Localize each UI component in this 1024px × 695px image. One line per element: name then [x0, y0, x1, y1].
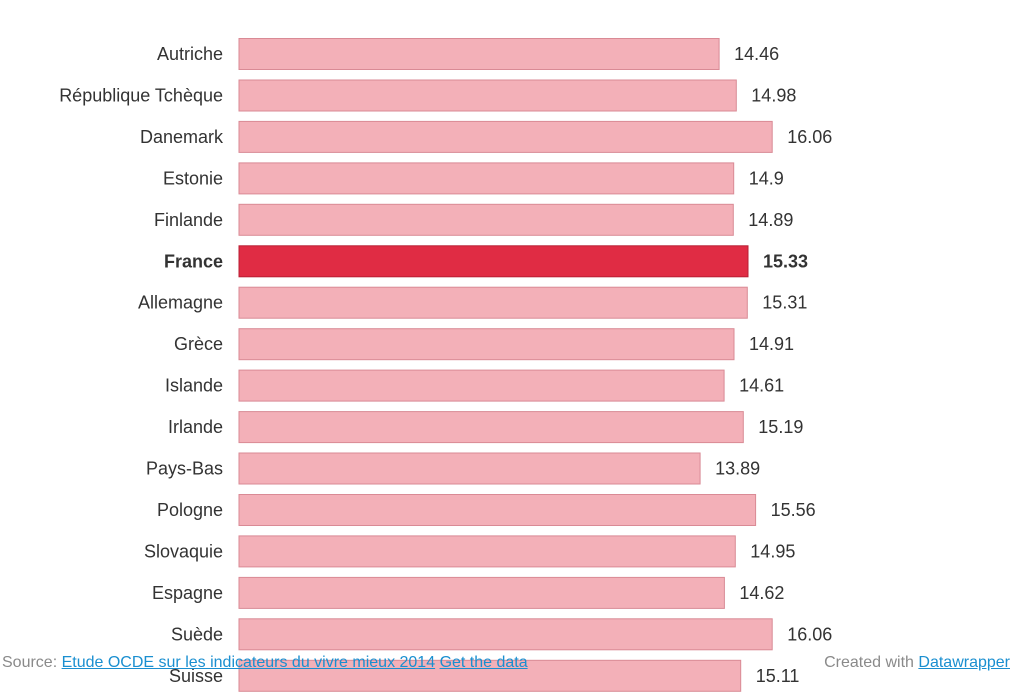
value-label: 14.98 — [751, 86, 796, 106]
value-label: 14.91 — [749, 334, 794, 354]
value-label: 14.46 — [734, 44, 779, 64]
category-label: Pologne — [157, 500, 223, 520]
bar-row-allemagne: Allemagne 15.31 — [138, 286, 807, 319]
value-label: 14.62 — [739, 583, 784, 603]
bar-row-suisse: Suisse 15.11 — [169, 659, 800, 692]
bar-danemark — [238, 120, 773, 153]
bar-row-islande: Islande 14.61 — [165, 369, 784, 402]
category-label: Allemagne — [138, 293, 223, 313]
category-label: Suisse — [169, 666, 223, 686]
bar-autriche — [238, 38, 720, 70]
category-label: Irlande — [168, 417, 223, 437]
source-line: Source: Etude OCDE sur les indicateurs d… — [2, 654, 528, 672]
bar-allemagne — [238, 286, 748, 319]
bar-row-pologne: Pologne 15.56 — [157, 494, 816, 526]
chart-footer: Source: Etude OCDE sur les indicateurs d… — [0, 654, 1024, 678]
source-prefix: Source: — [2, 654, 58, 671]
value-label: 15.33 — [763, 251, 808, 271]
value-label: 15.56 — [771, 500, 816, 520]
bar-row-estonie: Estonie 14.9 — [163, 162, 784, 195]
value-label: 15.19 — [758, 417, 803, 437]
bar-row-pays-bas: Pays-Bas 13.89 — [146, 452, 760, 485]
value-label: 14.9 — [749, 168, 784, 188]
bar-pays-bas — [238, 452, 701, 485]
bar-row-republique-tcheque: République Tchèque 14.98 — [59, 79, 796, 112]
datawrapper-link[interactable]: Datawrapper — [918, 654, 1010, 671]
value-label: 16.06 — [787, 624, 832, 644]
bar-row-autriche: Autriche 14.46 — [157, 38, 779, 70]
category-label: Danemark — [140, 127, 224, 147]
bar-grece — [238, 328, 735, 361]
bar-espagne — [238, 576, 725, 609]
category-label: Islande — [165, 376, 223, 396]
value-label: 14.95 — [750, 541, 795, 561]
bar-row-slovaquie: Slovaquie 14.95 — [144, 535, 795, 568]
category-label: Slovaquie — [144, 541, 223, 561]
bar-row-suede: Suède 16.06 — [171, 618, 832, 651]
source-link[interactable]: Etude OCDE sur les indicateurs du vivre … — [61, 654, 436, 671]
value-label: 16.06 — [787, 127, 832, 147]
category-label: Autriche — [157, 44, 223, 64]
get-the-data-link[interactable]: Get the data — [439, 654, 528, 671]
category-label: Estonie — [163, 168, 223, 188]
bar-slovaquie — [238, 535, 736, 568]
value-label: 13.89 — [715, 459, 760, 479]
bar-row-grece: Grèce 14.91 — [174, 328, 794, 361]
category-label: République Tchèque — [59, 86, 223, 106]
value-label: 15.31 — [762, 293, 807, 313]
bar-estonie — [238, 162, 735, 195]
category-label: France — [164, 251, 223, 271]
bar-pologne — [238, 494, 757, 526]
created-prefix: Created with — [824, 654, 914, 671]
bar-suisse — [238, 659, 742, 692]
bar-row-irlande: Irlande 15.19 — [168, 411, 803, 444]
bar-irlande — [238, 411, 744, 444]
value-label: 14.61 — [739, 376, 784, 396]
bar-republique-tcheque — [238, 79, 737, 112]
category-label: Suède — [171, 624, 223, 644]
bar-row-france: France 15.33 — [164, 245, 808, 278]
bar-row-espagne: Espagne 14.62 — [152, 576, 784, 609]
bar-finlande — [238, 203, 734, 236]
value-label: 15.11 — [756, 666, 800, 686]
bar-row-danemark: Danemark 16.06 — [140, 120, 832, 153]
bar-suede — [238, 618, 773, 651]
category-label: Espagne — [152, 583, 223, 603]
credit-line: Created with Datawrapper — [824, 654, 1010, 672]
bar-islande — [238, 369, 725, 402]
category-label: Finlande — [154, 210, 223, 230]
category-label: Grèce — [174, 334, 223, 354]
bar-france — [238, 245, 749, 278]
bar-row-finlande: Finlande 14.89 — [154, 203, 793, 236]
category-label: Pays-Bas — [146, 459, 223, 479]
value-label: 14.89 — [748, 210, 793, 230]
